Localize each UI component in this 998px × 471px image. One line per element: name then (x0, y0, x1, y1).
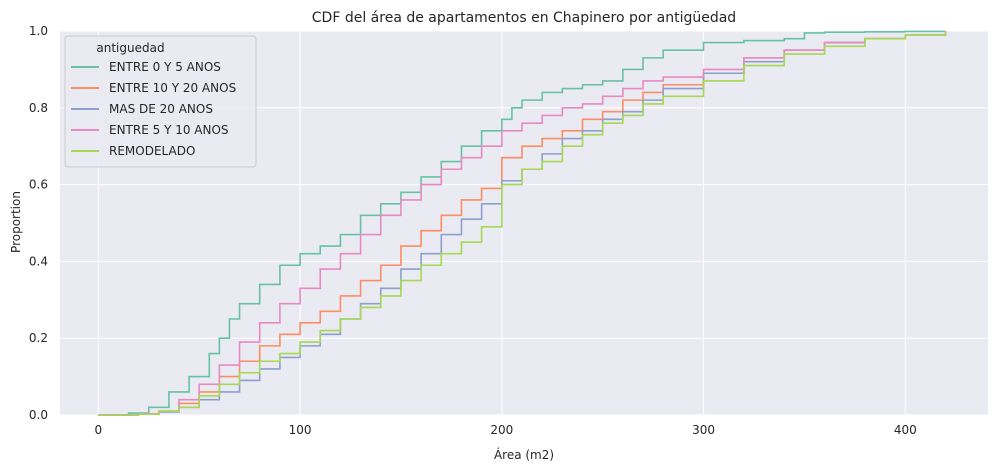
legend-label: ENTRE 5 Y 10 ANOS (109, 123, 229, 137)
legend-label: MAS DE 20 ANOS (109, 102, 213, 116)
legend-label: ENTRE 10 Y 20 ANOS (109, 81, 236, 95)
axis-ticks: 0 100 200 300 400 0.0 0.2 0.4 0.6 0.8 1.0 (29, 24, 917, 437)
x-tick-label: 0 (95, 423, 103, 437)
y-tick-label: 0.0 (29, 408, 48, 422)
series-line-0 (98, 30, 947, 416)
y-tick-label: 0.8 (29, 101, 48, 115)
x-tick-label: 300 (692, 423, 715, 437)
y-axis-label: Proportion (9, 191, 23, 253)
y-tick-label: 0.2 (29, 331, 48, 345)
chart-title: CDF del área de apartamentos en Chapiner… (312, 10, 736, 26)
x-axis-label: Área (m2) (494, 447, 554, 462)
x-tick-label: 100 (289, 423, 312, 437)
x-tick-label: 200 (490, 423, 513, 437)
legend-label: ENTRE 0 Y 5 ANOS (109, 60, 221, 74)
grid-lines (60, 30, 988, 416)
series-line-2 (98, 31, 947, 416)
series-lines (98, 30, 947, 416)
legend-box (64, 35, 257, 168)
legend: antiguedad ENTRE 0 Y 5 ANOS ENTRE 10 Y 20 … (64, 35, 257, 168)
series-line-4 (98, 31, 947, 416)
y-tick-label: 0.6 (29, 178, 48, 192)
legend-label: REMODELADO (109, 144, 195, 158)
y-tick-label: 1.0 (29, 24, 48, 38)
y-tick-label: 0.4 (29, 254, 48, 268)
x-tick-label: 400 (894, 423, 917, 437)
legend-title: antiguedad (96, 41, 164, 55)
series-line-3 (98, 31, 947, 416)
